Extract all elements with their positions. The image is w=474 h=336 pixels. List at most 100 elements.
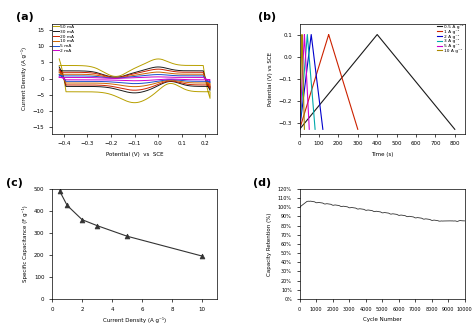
3 A g⁻¹ <box>311 112 317 116</box>
Text: (d): (d) <box>254 178 272 188</box>
0.5 A g⁻¹ <box>303 120 309 124</box>
Y-axis label: Potential (V) vs SCE: Potential (V) vs SCE <box>268 52 273 106</box>
5 mA <box>75 79 81 83</box>
0.5 A g⁻¹ <box>338 77 344 81</box>
0.5 A g⁻¹ <box>374 33 380 37</box>
30 mA <box>165 67 171 71</box>
30 mA <box>56 65 62 69</box>
20 mA <box>182 70 188 74</box>
10 mA <box>165 71 171 75</box>
50 mA <box>175 63 181 67</box>
3 A g⁻¹ <box>311 119 317 123</box>
5 A g⁻¹ <box>306 112 311 116</box>
X-axis label: Potential (V)  vs  SCE: Potential (V) vs SCE <box>106 152 164 157</box>
5 A g⁻¹ <box>301 33 307 37</box>
20 mA <box>175 70 181 74</box>
Line: 10 mA: 10 mA <box>59 72 210 87</box>
10 A g⁻¹ <box>298 77 304 81</box>
10 mA <box>132 85 137 89</box>
Y-axis label: Capacity Retention (%): Capacity Retention (%) <box>267 212 273 276</box>
5 mA <box>56 74 62 78</box>
5 A g⁻¹ <box>297 120 303 124</box>
Line: 5 mA: 5 mA <box>59 75 210 84</box>
10 A g⁻¹ <box>297 127 302 131</box>
20 mA <box>165 69 171 73</box>
30 mA <box>56 69 62 73</box>
10 A g⁻¹ <box>297 116 303 120</box>
0.5 A g⁻¹ <box>439 112 445 116</box>
5 A g⁻¹ <box>306 127 312 131</box>
20 mA <box>132 88 137 92</box>
5 A g⁻¹ <box>297 127 302 131</box>
2 A g⁻¹ <box>318 112 324 116</box>
3 A g⁻¹ <box>297 127 302 131</box>
20 mA <box>129 72 135 76</box>
3 A g⁻¹ <box>298 116 303 120</box>
10 A g⁻¹ <box>299 33 305 37</box>
2 mA <box>175 75 181 79</box>
Line: 0.5 A g⁻¹: 0.5 A g⁻¹ <box>300 35 455 129</box>
2 mA <box>75 78 81 82</box>
10 mA <box>56 72 62 76</box>
2 mA <box>98 76 104 80</box>
1 A g⁻¹ <box>355 127 361 131</box>
5 mA <box>132 82 137 86</box>
Line: 1 A g⁻¹: 1 A g⁻¹ <box>300 35 358 129</box>
5 A g⁻¹ <box>306 119 312 123</box>
Line: 3 A g⁻¹: 3 A g⁻¹ <box>300 35 315 129</box>
30 mA <box>182 69 188 73</box>
Legend: 0.5 A g⁻¹, 1 A g⁻¹, 2 A g⁻¹, 3 A g⁻¹, 5 A g⁻¹, 10 A g⁻¹: 0.5 A g⁻¹, 1 A g⁻¹, 2 A g⁻¹, 3 A g⁻¹, 5 … <box>437 25 463 53</box>
2 A g⁻¹ <box>298 120 303 124</box>
0.5 A g⁻¹ <box>452 127 458 131</box>
0.5 A g⁻¹ <box>445 119 451 123</box>
Line: 2 A g⁻¹: 2 A g⁻¹ <box>300 35 323 129</box>
1 A g⁻¹ <box>326 33 331 37</box>
Line: 2 mA: 2 mA <box>59 77 210 81</box>
3 A g⁻¹ <box>301 77 307 81</box>
1 A g⁻¹ <box>300 116 306 120</box>
3 A g⁻¹ <box>297 120 303 124</box>
5 mA <box>175 74 181 78</box>
5 A g⁻¹ <box>299 77 305 81</box>
20 mA <box>98 73 104 77</box>
2 A g⁻¹ <box>301 92 307 96</box>
50 mA <box>165 60 171 64</box>
2 mA <box>129 76 135 80</box>
1 A g⁻¹ <box>312 77 318 81</box>
5 mA <box>56 73 62 77</box>
Y-axis label: Specific Capacitance (F g⁻¹): Specific Capacitance (F g⁻¹) <box>22 206 28 282</box>
50 mA <box>129 68 135 72</box>
1 A g⁻¹ <box>299 120 305 124</box>
10 mA <box>75 81 81 85</box>
1 A g⁻¹ <box>308 92 313 96</box>
50 mA <box>56 57 62 61</box>
30 mA <box>75 84 81 88</box>
Text: (a): (a) <box>16 12 34 23</box>
10 mA <box>98 74 104 78</box>
Line: 10 A g⁻¹: 10 A g⁻¹ <box>300 35 304 129</box>
X-axis label: Current Density (A g⁻¹): Current Density (A g⁻¹) <box>103 317 166 323</box>
Line: 5 A g⁻¹: 5 A g⁻¹ <box>300 35 309 129</box>
50 mA <box>75 90 81 94</box>
3 A g⁻¹ <box>300 92 305 96</box>
10 mA <box>56 70 62 74</box>
50 mA <box>182 64 188 68</box>
10 A g⁻¹ <box>298 92 303 96</box>
2 mA <box>56 76 62 80</box>
20 mA <box>56 70 62 74</box>
Text: (c): (c) <box>6 178 23 188</box>
2 mA <box>182 76 188 80</box>
10 mA <box>129 74 135 78</box>
2 A g⁻¹ <box>309 33 314 37</box>
5 mA <box>182 74 188 78</box>
0.5 A g⁻¹ <box>306 116 312 120</box>
Y-axis label: Current Density (A g⁻¹): Current Density (A g⁻¹) <box>21 47 27 110</box>
Text: (b): (b) <box>258 12 276 23</box>
3 A g⁻¹ <box>304 33 310 37</box>
50 mA <box>98 68 104 72</box>
5 A g⁻¹ <box>299 92 304 96</box>
Line: 30 mA: 30 mA <box>59 67 210 93</box>
10 A g⁻¹ <box>301 127 307 131</box>
30 mA <box>129 71 135 75</box>
20 mA <box>75 83 81 87</box>
